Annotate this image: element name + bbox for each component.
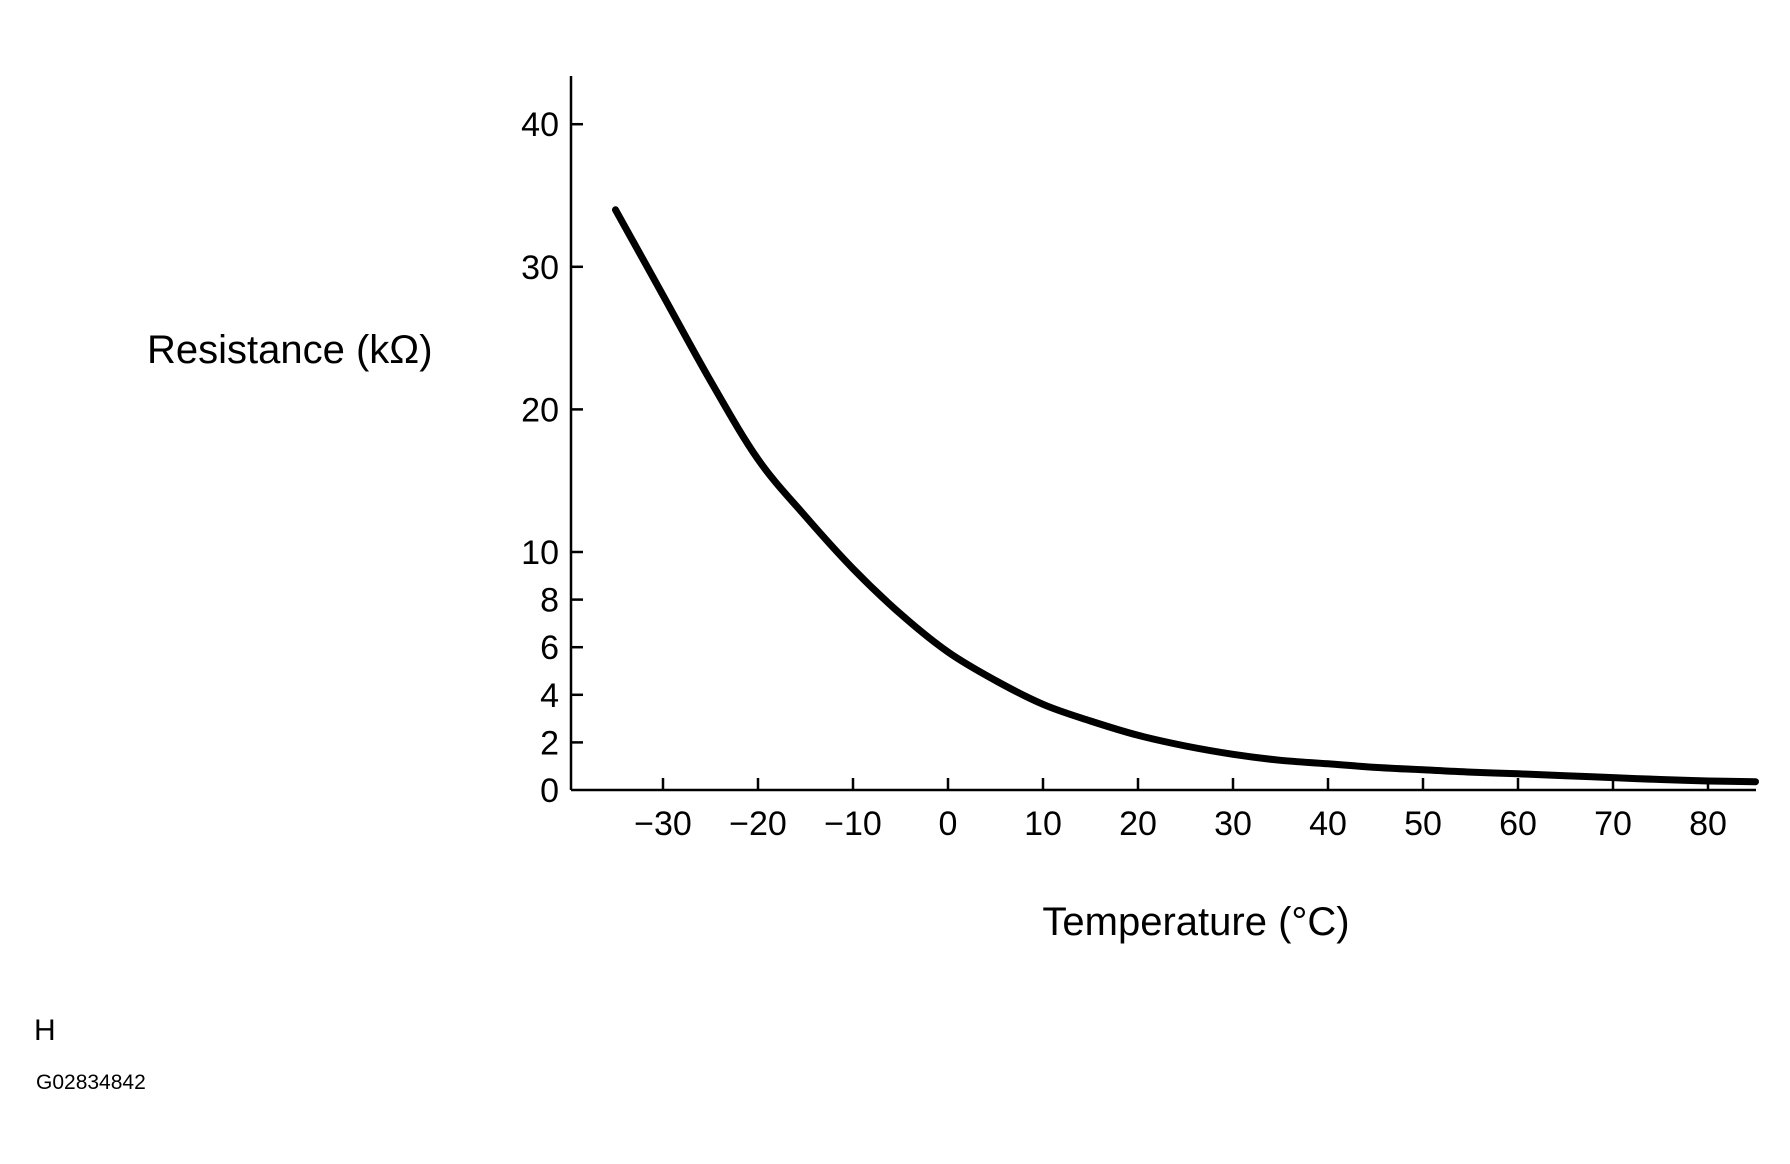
x-tick-label: −10	[824, 805, 882, 843]
y-tick-label: 40	[521, 106, 559, 144]
y-tick-label: 0	[540, 772, 559, 810]
tick-marks	[571, 122, 1710, 790]
y-tick-label: 6	[540, 629, 559, 667]
x-axis-label: Temperature (°C)	[1042, 900, 1349, 944]
x-tick-label: −20	[729, 805, 787, 843]
y-tick-label: 8	[540, 582, 559, 620]
x-tick-label: 80	[1689, 805, 1727, 843]
resistance-curve	[612, 206, 1759, 786]
tick-labels: 0 2 4 6 8 10 20 30 40 −30 −20 −10 0 10 20 30 40 50 60 70 80	[521, 106, 1727, 843]
x-tick-label: 50	[1404, 805, 1442, 843]
y-tick-label: 2	[540, 724, 559, 762]
y-tick-label: 30	[521, 249, 559, 287]
figure-code: G02834842	[36, 1071, 146, 1094]
axes	[569, 76, 1756, 792]
y-tick-label: 20	[521, 391, 559, 429]
x-tick-label: 0	[939, 805, 958, 843]
series	[612, 206, 1759, 786]
x-tick-label: 40	[1309, 805, 1347, 843]
x-tick-label: 30	[1214, 805, 1252, 843]
y-tick-label: 10	[521, 534, 559, 572]
x-tick-label: 60	[1499, 805, 1537, 843]
figure-corner-letter: H	[34, 1014, 56, 1047]
x-tick-label: 10	[1024, 805, 1062, 843]
x-tick-label: −30	[634, 805, 692, 843]
y-axis-label: Resistance (kΩ)	[147, 328, 433, 372]
y-tick-label: 4	[540, 677, 559, 715]
x-tick-label: 20	[1119, 805, 1157, 843]
x-tick-label: 70	[1594, 805, 1632, 843]
